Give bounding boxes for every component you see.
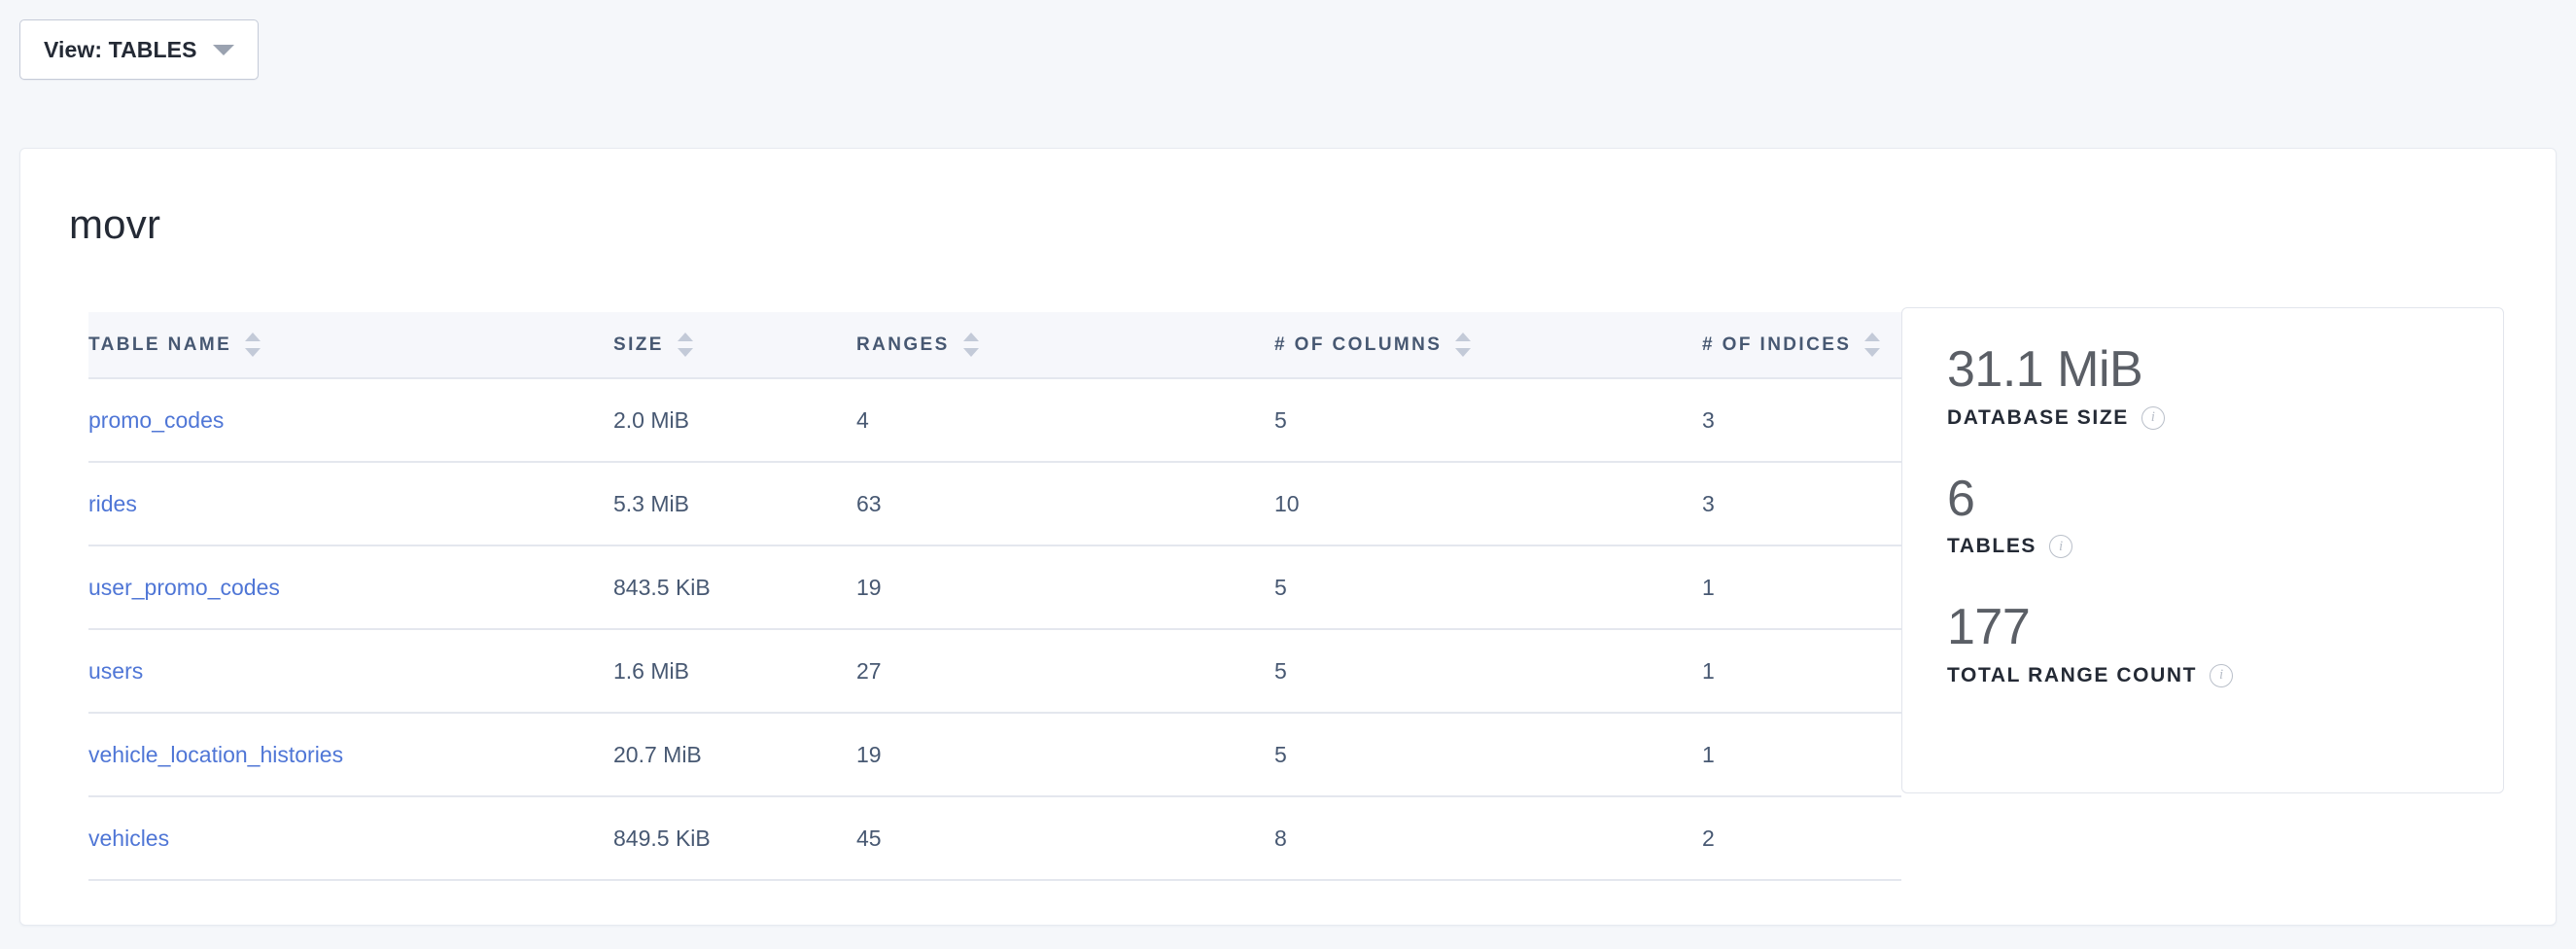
sort-ascending-icon [1864, 333, 1881, 341]
stat-label-row: Database size i [1947, 405, 2458, 430]
table-link[interactable]: users [88, 657, 144, 684]
info-circle-icon[interactable]: i [2049, 535, 2073, 559]
table-row: user_promo_codes 843.5 KiB 19 5 1 [88, 545, 1901, 630]
cell-indices: 3 [1702, 462, 1901, 546]
cell-size: 2.0 MiB [613, 378, 856, 463]
table-row: users 1.6 MiB 27 5 1 [88, 629, 1901, 714]
stat-tables: 6 Tables i [1947, 470, 2458, 559]
cell-indices: 1 [1702, 545, 1901, 630]
table-link[interactable]: promo_codes [88, 406, 225, 433]
table-link[interactable]: vehicle_location_histories [88, 741, 344, 767]
column-header-size[interactable]: Size [613, 312, 856, 379]
column-header-label: # of columns [1274, 334, 1443, 355]
column-header-label: Ranges [856, 334, 950, 355]
database-name-title: movr [69, 201, 161, 247]
cell-ranges: 4 [856, 378, 1274, 463]
sort-toggle-table-name[interactable] [245, 333, 261, 357]
cell-indices: 2 [1702, 796, 1901, 881]
sort-toggle-number-of-columns[interactable] [1455, 333, 1472, 357]
cell-ranges: 45 [856, 796, 1274, 881]
view-selector-bar: View: TABLES [19, 19, 259, 80]
chevron-down-icon [212, 44, 234, 55]
cell-columns: 10 [1274, 462, 1702, 546]
sort-descending-icon [962, 348, 979, 357]
sort-descending-icon [677, 348, 693, 357]
table-link[interactable]: user_promo_codes [88, 574, 280, 600]
cell-columns: 5 [1274, 713, 1702, 797]
database-summary-panel: 31.1 MiB Database size i 6 Tables i 177 … [1901, 307, 2504, 793]
cell-indices: 1 [1702, 713, 1901, 797]
sort-ascending-icon [1455, 333, 1472, 341]
stat-label: Tables [1947, 535, 2037, 558]
stat-value: 177 [1947, 599, 2031, 656]
cell-table-name: users [88, 629, 613, 714]
cell-table-name: user_promo_codes [88, 545, 613, 630]
table-row: vehicle_location_histories 20.7 MiB 19 5… [88, 713, 1901, 797]
tables-table: Table name Size [88, 312, 1901, 881]
cell-size: 20.7 MiB [613, 713, 856, 797]
stat-value: 6 [1947, 470, 1975, 527]
cell-columns: 8 [1274, 796, 1702, 881]
column-header-label: # of indices [1702, 334, 1852, 355]
column-header-label: Table name [88, 334, 232, 355]
table-link[interactable]: rides [88, 490, 137, 516]
sort-toggle-ranges[interactable] [962, 333, 979, 357]
cell-size: 1.6 MiB [613, 629, 856, 714]
column-header-number-of-indices[interactable]: # of indices [1702, 312, 1901, 379]
table-body: promo_codes 2.0 MiB 4 5 3 rides 5.3 MiB … [88, 378, 1901, 881]
database-card: movr Table name [19, 148, 2557, 926]
sort-descending-icon [1864, 348, 1881, 357]
table-header-row: Table name Size [88, 312, 1901, 379]
cell-table-name: vehicle_location_histories [88, 713, 613, 797]
cell-columns: 5 [1274, 545, 1702, 630]
cell-ranges: 63 [856, 462, 1274, 546]
column-header-ranges[interactable]: Ranges [856, 312, 1274, 379]
stat-label-row: Tables i [1947, 535, 2458, 559]
stat-value: 31.1 MiB [1947, 341, 2143, 398]
cell-ranges: 27 [856, 629, 1274, 714]
sort-toggle-number-of-indices[interactable] [1864, 333, 1881, 357]
cell-table-name: vehicles [88, 796, 613, 881]
sort-ascending-icon [677, 333, 693, 341]
column-header-label: Size [613, 334, 664, 355]
cell-size: 843.5 KiB [613, 545, 856, 630]
column-header-number-of-columns[interactable]: # of columns [1274, 312, 1702, 379]
cell-size: 5.3 MiB [613, 462, 856, 546]
table-row: rides 5.3 MiB 63 10 3 [88, 462, 1901, 546]
stat-database-size: 31.1 MiB Database size i [1947, 343, 2458, 430]
table-head: Table name Size [88, 312, 1901, 379]
table-row: promo_codes 2.0 MiB 4 5 3 [88, 378, 1901, 463]
cell-ranges: 19 [856, 545, 1274, 630]
info-circle-icon[interactable]: i [2141, 405, 2165, 430]
sort-ascending-icon [962, 333, 979, 341]
cell-indices: 3 [1702, 378, 1901, 463]
cell-indices: 1 [1702, 629, 1901, 714]
cell-table-name: promo_codes [88, 378, 613, 463]
view-selector-label: View: TABLES [44, 36, 197, 62]
table-link[interactable]: vehicles [88, 825, 170, 851]
info-circle-icon[interactable]: i [2210, 663, 2234, 687]
sort-descending-icon [1455, 348, 1472, 357]
sort-descending-icon [245, 348, 261, 357]
stat-label: Total range count [1947, 663, 2198, 686]
cell-columns: 5 [1274, 378, 1702, 463]
cell-size: 849.5 KiB [613, 796, 856, 881]
table-row: vehicles 849.5 KiB 45 8 2 [88, 796, 1901, 881]
sort-ascending-icon [245, 333, 261, 341]
view-selector-button[interactable]: View: TABLES [19, 19, 259, 80]
stat-label: Database size [1947, 405, 2129, 429]
cell-table-name: rides [88, 462, 613, 546]
stat-total-range-count: 177 Total range count i [1947, 601, 2458, 687]
sort-toggle-size[interactable] [677, 333, 693, 357]
cell-columns: 5 [1274, 629, 1702, 714]
cell-ranges: 19 [856, 713, 1274, 797]
column-header-table-name[interactable]: Table name [88, 312, 613, 379]
tables-table-container: Table name Size [88, 312, 1901, 881]
stat-label-row: Total range count i [1947, 663, 2458, 687]
